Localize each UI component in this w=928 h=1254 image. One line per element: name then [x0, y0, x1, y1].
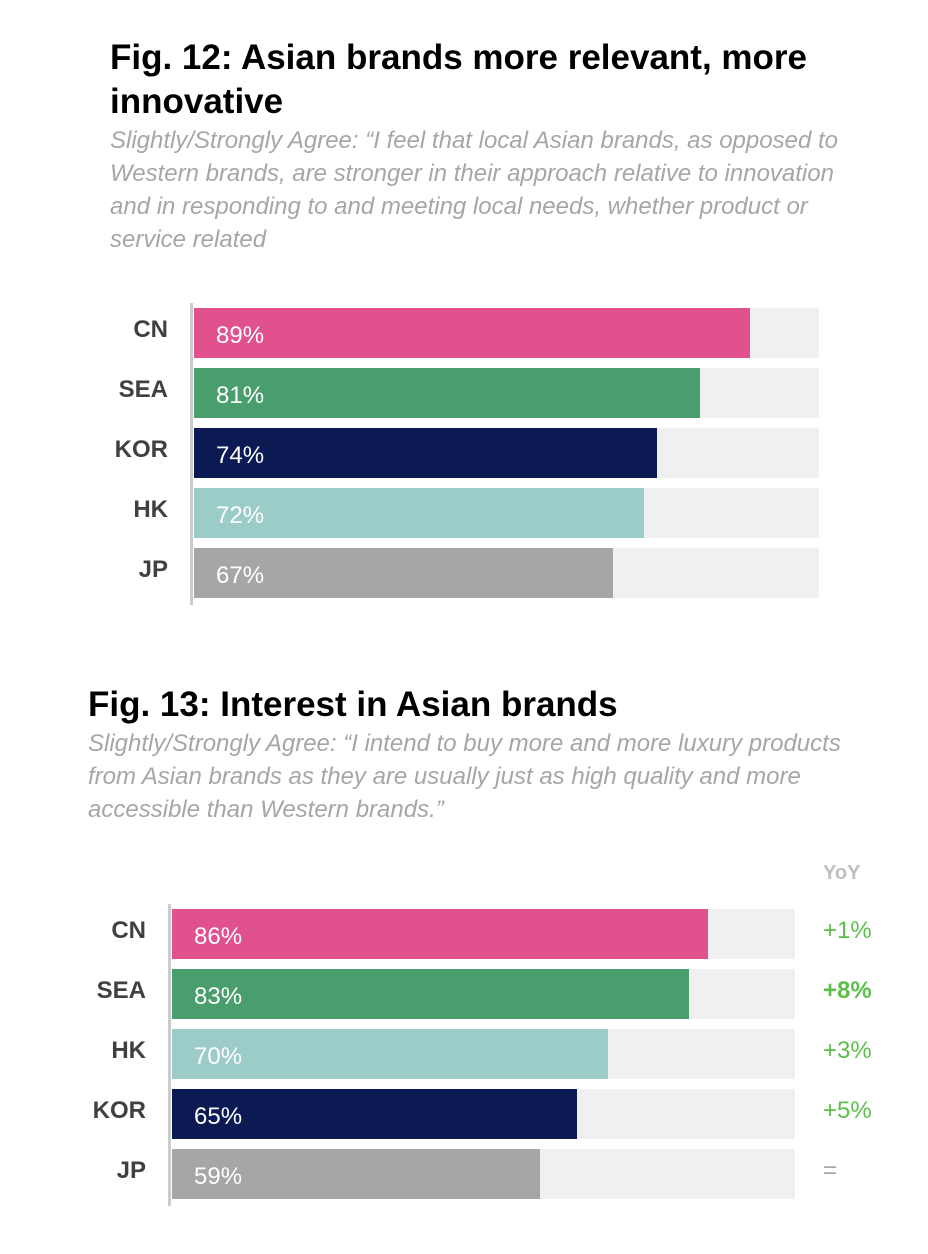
- bar-value-label-jp: 59%: [194, 1163, 243, 1190]
- bar-value-label-sea: 81%: [216, 382, 265, 409]
- bar-hk: 72%: [194, 488, 644, 538]
- bar-track-hk: 72%: [194, 488, 819, 538]
- category-label-kor: KOR: [114, 436, 168, 463]
- yoy-change-jp: =: [823, 1157, 838, 1184]
- yoy-header: YoY: [823, 862, 861, 884]
- bar-kor: 74%: [194, 428, 657, 478]
- bar-value-label-sea: 83%: [194, 983, 243, 1010]
- bar-track-jp: 67%: [194, 548, 819, 598]
- figure-13-subtitle: Slightly/Strongly Agree: “I intend to bu…: [88, 730, 841, 823]
- bar-track-kor: 65%: [172, 1089, 795, 1139]
- yoy-change-sea: +8%: [823, 977, 872, 1004]
- figure-12-subtitle: Slightly/Strongly Agree: “I feel that lo…: [110, 127, 838, 253]
- figure-12-title: Fig. 12: Asian brands more relevant, mor…: [110, 38, 807, 121]
- figure-12-header: Fig. 12: Asian brands more relevant, mor…: [110, 36, 870, 256]
- bar-jp: 67%: [194, 548, 613, 598]
- bar-value-label-hk: 72%: [216, 502, 265, 529]
- bar-sea: 81%: [194, 368, 701, 418]
- bar-track-sea: 81%: [194, 368, 819, 418]
- bar-track-hk: 70%: [172, 1029, 795, 1079]
- bar-value-label-jp: 67%: [216, 562, 265, 589]
- bar-kor: 65%: [172, 1089, 577, 1139]
- yoy-change-cn: +1%: [823, 917, 872, 944]
- category-label-kor: KOR: [92, 1097, 146, 1124]
- bar-cn: 89%: [194, 308, 751, 358]
- yoy-change-kor: +5%: [823, 1097, 872, 1124]
- category-label-sea: SEA: [96, 977, 146, 1004]
- bar-jp: 59%: [172, 1149, 540, 1199]
- category-label-sea: SEA: [118, 376, 168, 403]
- chart-axis-line: [190, 303, 193, 605]
- category-label-jp: JP: [138, 556, 168, 583]
- bar-track-cn: 86%: [172, 909, 795, 959]
- bar-track-sea: 83%: [172, 969, 795, 1019]
- bar-track-kor: 74%: [194, 428, 819, 478]
- category-label-hk: HK: [133, 496, 168, 523]
- category-label-hk: HK: [111, 1037, 146, 1064]
- bar-value-label-kor: 65%: [194, 1103, 243, 1130]
- bar-sea: 83%: [172, 969, 690, 1019]
- figure-13-header: Fig. 13: Interest in Asian brands Slight…: [88, 683, 868, 826]
- bar-value-label-cn: 89%: [216, 322, 265, 349]
- bar-cn: 86%: [172, 909, 708, 959]
- chart-axis-line: [168, 904, 171, 1206]
- bar-value-label-cn: 86%: [194, 923, 243, 950]
- figure-13-title: Fig. 13: Interest in Asian brands: [88, 685, 618, 724]
- bar-track-jp: 59%: [172, 1149, 795, 1199]
- figure-13-chart: CN 86% +1% SEA 83% +8% HK 70% +3% KOR 65% +5% JP 59% =: [0, 904, 928, 1206]
- category-label-cn: CN: [133, 316, 168, 343]
- yoy-change-hk: +3%: [823, 1037, 872, 1064]
- bar-value-label-kor: 74%: [216, 442, 265, 469]
- bar-value-label-hk: 70%: [194, 1043, 243, 1070]
- bar-track-cn: 89%: [194, 308, 819, 358]
- category-label-cn: CN: [111, 917, 146, 944]
- figure-12-chart: CN 89% SEA 81% KOR 74% HK 72% JP 67%: [0, 303, 928, 605]
- category-label-jp: JP: [116, 1157, 146, 1184]
- bar-hk: 70%: [172, 1029, 609, 1079]
